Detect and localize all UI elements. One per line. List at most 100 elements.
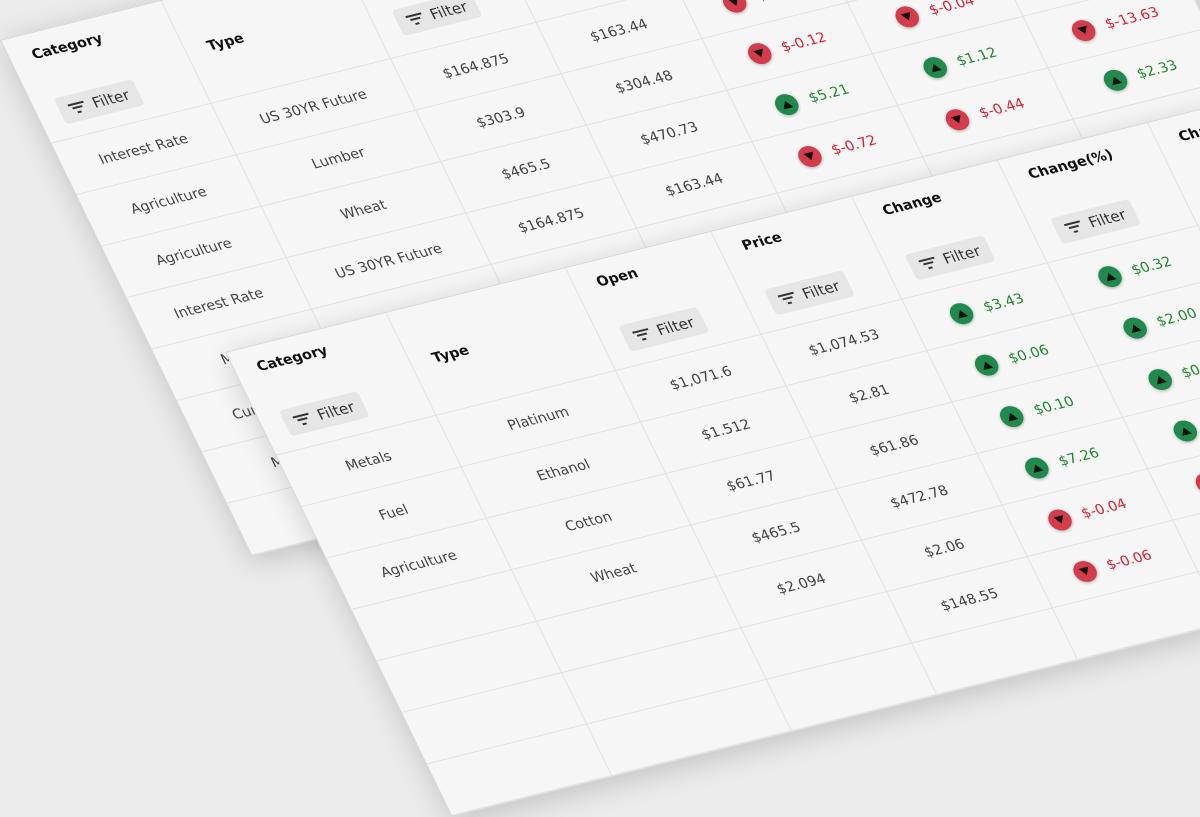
cell-text: $465.5 <box>749 519 804 546</box>
filter-label: Filter <box>654 314 698 340</box>
column-title: Category <box>254 343 331 375</box>
page: Category Filter Type Filter Filter Interest R… <box>0 0 1200 630</box>
column-title: Change(%) <box>1025 147 1116 183</box>
column-title: Type <box>204 30 247 54</box>
trend-icon <box>996 403 1027 429</box>
trend-arrow <box>1030 463 1043 473</box>
trend-arrow <box>901 11 914 21</box>
trend-arrow <box>951 114 964 124</box>
filter-label: Filter <box>427 0 471 24</box>
trend-arrow <box>1128 323 1141 333</box>
trend-arrow <box>955 308 968 318</box>
cell-text: $465.5 <box>499 156 554 183</box>
change-value: $-0.12 <box>778 29 829 55</box>
cell-text: $2.094 <box>774 571 829 598</box>
trend-icon <box>719 0 750 14</box>
cell-text: Wheat <box>338 197 389 223</box>
change-value: $5.21 <box>806 81 852 105</box>
trend-icon <box>1044 507 1075 533</box>
change-value: $-0.72 <box>828 132 879 158</box>
cell-text: $1,074.53 <box>806 327 882 359</box>
change-value: $-0.04 <box>926 0 977 18</box>
cell-text: Ethanol <box>534 456 593 484</box>
column-title: Open <box>594 265 641 290</box>
column-title: Price <box>739 229 785 253</box>
change-value: $0.16 <box>1179 357 1200 381</box>
filter-button[interactable]: Filter <box>54 79 145 124</box>
trend-arrow <box>780 99 793 109</box>
filter-icon <box>405 12 425 26</box>
trend-icon <box>946 300 977 326</box>
trend-arrow <box>1153 374 1166 384</box>
filter-label: Filter <box>940 242 984 268</box>
cell-text: $163.44 <box>587 16 650 45</box>
trend-arrow <box>1005 411 1018 421</box>
change-value: $1.12 <box>954 45 1000 69</box>
trend-icon <box>1068 17 1099 43</box>
trend-arrow <box>1178 426 1191 436</box>
cell-text: Agriculture <box>128 184 210 217</box>
column-title: Change <box>880 190 945 219</box>
cell-text: $303.9 <box>474 104 529 131</box>
change-value: $-0.72 <box>753 0 804 3</box>
cell-text: Agriculture <box>153 235 235 268</box>
cell-text: $163.44 <box>663 170 726 199</box>
change-value: $3.43 <box>981 290 1027 314</box>
filter-icon <box>292 413 312 427</box>
trend-icon <box>1100 67 1131 93</box>
filter-label: Filter <box>1085 206 1129 232</box>
cell-text: $61.86 <box>867 432 922 459</box>
trend-arrow <box>728 0 741 7</box>
column-title: Category <box>29 31 106 63</box>
change-value: $-13.63 <box>1102 4 1162 32</box>
filter-icon <box>632 328 652 342</box>
change-value: $-0.44 <box>976 95 1027 121</box>
trend-arrow <box>1109 75 1122 85</box>
change-value: $7.26 <box>1056 445 1102 469</box>
filter-icon <box>918 256 938 270</box>
trend-icon <box>1094 263 1125 289</box>
trend-icon <box>1119 315 1150 341</box>
cell-text: Lumber <box>309 144 368 172</box>
trend-icon <box>744 40 775 66</box>
cell-text: Platinum <box>505 404 572 434</box>
trend-icon <box>1169 418 1200 444</box>
cell-text: Metals <box>343 448 395 474</box>
cell-text: $148.55 <box>938 585 1001 614</box>
trend-icon <box>919 54 950 80</box>
cell-text: Interest Rate <box>96 131 191 168</box>
trend-arrow <box>753 48 766 58</box>
filter-icon <box>777 292 797 306</box>
cell-text: Fuel <box>376 502 411 524</box>
filter-button[interactable]: Filter <box>905 235 996 280</box>
trend-icon <box>794 143 825 169</box>
cell-text: Cotton <box>562 509 615 535</box>
trend-icon <box>1192 470 1200 496</box>
cell-text: $2.06 <box>921 536 967 560</box>
trend-arrow <box>1103 271 1116 281</box>
trend-arrow <box>1078 566 1091 576</box>
trend-icon <box>771 91 802 117</box>
filter-label: Filter <box>799 277 843 303</box>
filter-button[interactable]: Filter <box>279 391 370 436</box>
column-title: Type <box>429 342 472 366</box>
cell-text: $470.73 <box>637 119 700 148</box>
filter-button[interactable]: Filter <box>1050 199 1141 244</box>
filter-button[interactable]: Filter <box>764 270 855 315</box>
trend-icon <box>1021 455 1052 481</box>
trend-arrow <box>1077 25 1090 35</box>
change-value: $-0.04 <box>1078 496 1129 522</box>
trend-icon <box>971 352 1002 378</box>
change-value: $0.10 <box>1031 393 1077 417</box>
cell-text: $1.512 <box>699 416 754 443</box>
cell-text: Agriculture <box>378 547 460 580</box>
trend-arrow <box>980 360 993 370</box>
filter-button[interactable]: Filter <box>618 307 709 352</box>
change-value: $-0.06 <box>1104 547 1155 573</box>
trend-icon <box>1144 366 1175 392</box>
trend-icon <box>942 106 973 132</box>
filter-button[interactable]: Filter <box>392 0 483 36</box>
cell-text: $2.81 <box>846 382 892 406</box>
cell-text: Interest Rate <box>171 285 266 322</box>
cell-text: $472.78 <box>888 482 951 511</box>
